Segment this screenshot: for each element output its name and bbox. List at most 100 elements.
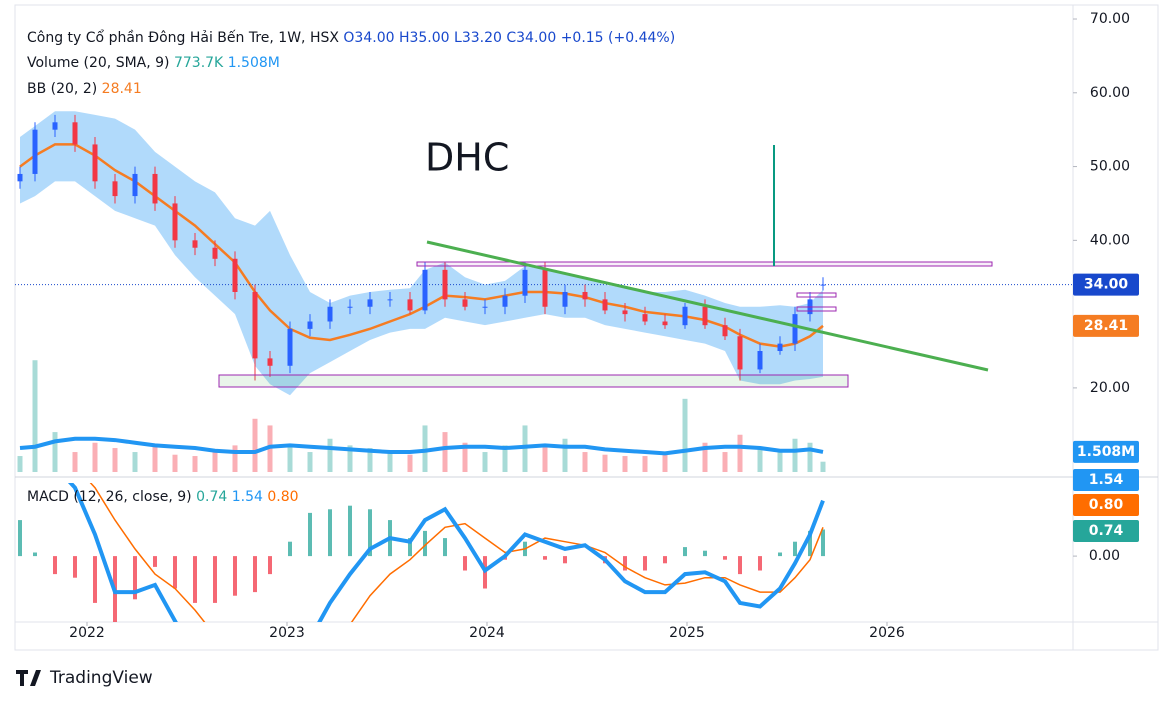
macd-line (67, 483, 825, 622)
macd-histogram-bar (423, 530, 427, 557)
candle-body (17, 173, 23, 182)
macd-histogram-bar (173, 556, 177, 589)
volume-value: 773.7K (174, 55, 224, 71)
x-tick-label: 2024 (469, 625, 505, 641)
macd-histogram-bar (703, 550, 707, 557)
x-tick-label: 2022 (69, 625, 105, 641)
resistance-zone (416, 261, 993, 267)
volume-bar (212, 452, 218, 472)
legend: MACD (12, 26, close, 9) 0.74 1.54 0.80 (27, 489, 299, 505)
price-tag (1073, 520, 1139, 542)
candle-body (777, 343, 783, 352)
price-pane (15, 111, 1073, 472)
candle-body (232, 258, 238, 292)
volume-bar (662, 452, 668, 472)
symbol-title: Công ty Cổ phần Đông Hải Bến Tre, 1W, HS… (27, 29, 339, 46)
macd-histogram-bar (443, 538, 447, 557)
support-zone (218, 374, 849, 388)
ohlc-value: C34.00 (506, 30, 556, 46)
volume-bar (737, 434, 743, 472)
legend: BB (20, 2) 28.41 (27, 81, 142, 97)
volume-bar (777, 452, 783, 472)
macd-histogram-bar (408, 538, 412, 557)
macd-histogram-bar (253, 556, 257, 593)
macd-histogram-bar (18, 520, 22, 557)
candle-body (642, 314, 648, 322)
volume-bar (387, 452, 393, 472)
macd-histogram-bar (288, 541, 292, 557)
candle-body (722, 325, 728, 337)
candle-body (152, 173, 158, 204)
candle-body (92, 144, 98, 182)
candle-body (407, 299, 413, 311)
volume-bar (52, 432, 58, 472)
candle-body (462, 299, 468, 307)
candle-body (737, 336, 743, 370)
macd-title: MACD (12, 26, close, 9) (27, 489, 192, 505)
macd-histogram-bar (738, 556, 742, 575)
price-tag-label: 28.41 (1084, 318, 1128, 334)
volume-bar (682, 398, 688, 472)
trend-line (426, 240, 989, 372)
macd-histogram-bar (348, 505, 352, 557)
candle-body (267, 358, 273, 366)
candle-body (542, 269, 548, 307)
macd-histogram-bar (368, 509, 372, 557)
candle-body (32, 129, 38, 174)
macd-histogram-bar (53, 556, 57, 575)
volume-bar (442, 432, 448, 472)
macd-histogram-bar (563, 556, 567, 564)
volume-bar (462, 442, 468, 472)
macd-histogram-bar (683, 547, 687, 557)
volume-bar (72, 452, 78, 472)
candle-body (702, 306, 708, 326)
volume-bar (17, 456, 23, 472)
signal-value: 0.80 (267, 489, 298, 505)
volume-bar (582, 452, 588, 472)
price-tag-label: 0.80 (1089, 497, 1124, 513)
volume-bar (702, 442, 708, 472)
candle-body (212, 247, 218, 259)
candle-body (622, 310, 628, 315)
volume-bar (307, 452, 313, 472)
macd-histogram-bar (233, 556, 237, 596)
volume-bar (407, 454, 413, 472)
candle-body (172, 203, 178, 241)
volume-bar (602, 454, 608, 472)
macd-histogram-bar (328, 509, 332, 557)
volume-bar (542, 445, 548, 472)
candle-body (347, 306, 353, 308)
price-tag-label: 1.508M (1077, 444, 1135, 460)
volume-bar (347, 445, 353, 472)
volume-bar (722, 452, 728, 472)
macd-pane (18, 483, 825, 622)
candle-body (307, 321, 313, 329)
bb-title: BB (20, 2) (27, 81, 97, 97)
candle-body (502, 295, 508, 307)
macd-histogram-bar (643, 556, 647, 571)
price-tag (1073, 469, 1139, 491)
candle-body (442, 269, 448, 300)
y-tick-label: 50.00 (1090, 159, 1130, 175)
volume-bar (152, 445, 158, 472)
price-tag-label: 0.74 (1089, 523, 1124, 539)
candle-body (192, 240, 198, 248)
y-tick-label: 70.00 (1090, 11, 1130, 27)
price-tag (1073, 494, 1139, 516)
volume-bar (92, 442, 98, 472)
macd-histogram-bar (268, 556, 272, 575)
macd-histogram-bar (793, 541, 797, 557)
x-tick-label: 2025 (669, 625, 705, 641)
logo: TradingView (16, 668, 153, 688)
box (796, 306, 837, 312)
box (796, 292, 837, 298)
volume-bar (622, 456, 628, 472)
legend: Công ty Cổ phần Đông Hải Bến Tre, 1W, HS… (27, 29, 675, 46)
frame (14, 4, 1159, 651)
candle-body (522, 269, 528, 296)
legend: Volume (20, SMA, 9) 773.7K 1.508M (27, 55, 280, 71)
macd-histogram-bar (308, 512, 312, 557)
macd-histogram-bar (133, 556, 137, 600)
volume-bar (132, 452, 138, 472)
